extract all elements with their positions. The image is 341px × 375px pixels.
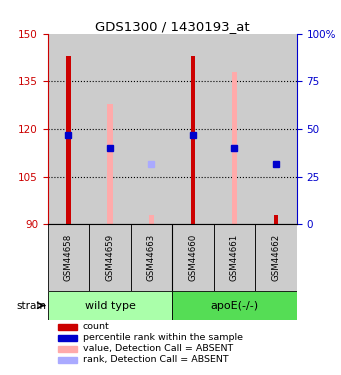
Bar [172, 225, 214, 291]
Text: rank, Detection Call = ABSENT: rank, Detection Call = ABSENT [83, 356, 228, 364]
Bar [89, 34, 131, 225]
Text: value, Detection Call = ABSENT: value, Detection Call = ABSENT [83, 344, 233, 353]
Bar [58, 357, 77, 363]
Bar [48, 291, 172, 320]
Bar [255, 225, 297, 291]
Bar [131, 225, 172, 291]
Text: GSM44663: GSM44663 [147, 234, 156, 282]
Bar [107, 104, 113, 225]
Bar [48, 225, 89, 291]
Text: apoE(-/-): apoE(-/-) [210, 300, 258, 310]
Text: count: count [83, 322, 109, 332]
Text: GSM44662: GSM44662 [271, 234, 280, 282]
Text: percentile rank within the sample: percentile rank within the sample [83, 333, 242, 342]
Bar [255, 34, 297, 225]
Text: GSM44661: GSM44661 [230, 234, 239, 282]
Bar [48, 34, 89, 225]
Bar [172, 291, 297, 320]
Bar [172, 34, 214, 225]
Text: GSM44659: GSM44659 [105, 234, 115, 281]
Bar [131, 34, 172, 225]
Title: GDS1300 / 1430193_at: GDS1300 / 1430193_at [95, 20, 250, 33]
Bar [58, 324, 77, 330]
Bar [232, 72, 237, 225]
Bar [58, 346, 77, 352]
Bar [66, 56, 71, 225]
Text: strain: strain [17, 300, 47, 310]
Text: GSM44658: GSM44658 [64, 234, 73, 282]
Bar [58, 334, 77, 341]
Text: GSM44660: GSM44660 [189, 234, 197, 282]
Bar [89, 225, 131, 291]
Bar [214, 225, 255, 291]
Bar [214, 34, 255, 225]
Text: wild type: wild type [85, 300, 135, 310]
Bar [191, 56, 195, 225]
Bar [273, 215, 278, 225]
Bar [149, 215, 154, 225]
